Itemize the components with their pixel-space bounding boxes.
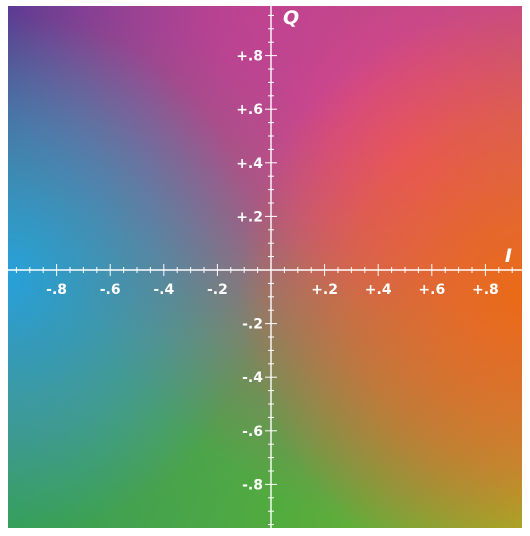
i-axis-tick-label: -.6 xyxy=(100,282,121,298)
q-axis-tick-label: +.2 xyxy=(236,209,263,225)
minor-ticks xyxy=(15,14,513,526)
q-axis-name: Q xyxy=(283,7,299,29)
q-axis-tick-label: +.6 xyxy=(236,102,263,118)
i-axis-tick-label: -.4 xyxy=(153,282,174,298)
q-axis-tick-label: +.4 xyxy=(236,156,263,172)
q-axis-tick-label: -.8 xyxy=(242,477,263,493)
i-axis-tick-label: +.8 xyxy=(472,282,499,298)
i-axis-tick-label: -.8 xyxy=(46,282,67,298)
iq-color-plane: -.8 -.6 -.4 -.2 +.2 +.4 +.6 +.8 +.8 +.6 +.4 +.2 -.2… xyxy=(8,6,522,528)
i-axis-tick-label: +.4 xyxy=(365,282,392,298)
i-axis-tick-label: +.2 xyxy=(311,282,338,298)
i-axis-tick-label: -.2 xyxy=(207,282,228,298)
i-axis-name: I xyxy=(505,245,512,267)
q-axis-tick-label: -.2 xyxy=(242,317,263,333)
q-axis-tick-label: -.4 xyxy=(242,370,263,386)
q-axis-tick-label: -.6 xyxy=(242,424,263,440)
iq-plane-svg: -.8 -.6 -.4 -.2 +.2 +.4 +.6 +.8 +.8 +.6 +.4 +.2 -.2… xyxy=(8,6,522,528)
q-axis-ticks: +.8 +.6 +.4 +.2 -.2 -.4 -.6 -.8 xyxy=(236,49,263,494)
axes: -.8 -.6 -.4 -.2 +.2 +.4 +.6 +.8 +.8 +.6 +.4 +.2 -.2… xyxy=(8,6,522,528)
i-axis-tick-label: +.6 xyxy=(418,282,445,298)
q-axis-tick-label: +.8 xyxy=(236,49,263,65)
gradient-left-cyan xyxy=(8,6,522,528)
i-axis-ticks: -.8 -.6 -.4 -.2 +.2 +.4 +.6 +.8 xyxy=(46,282,499,298)
